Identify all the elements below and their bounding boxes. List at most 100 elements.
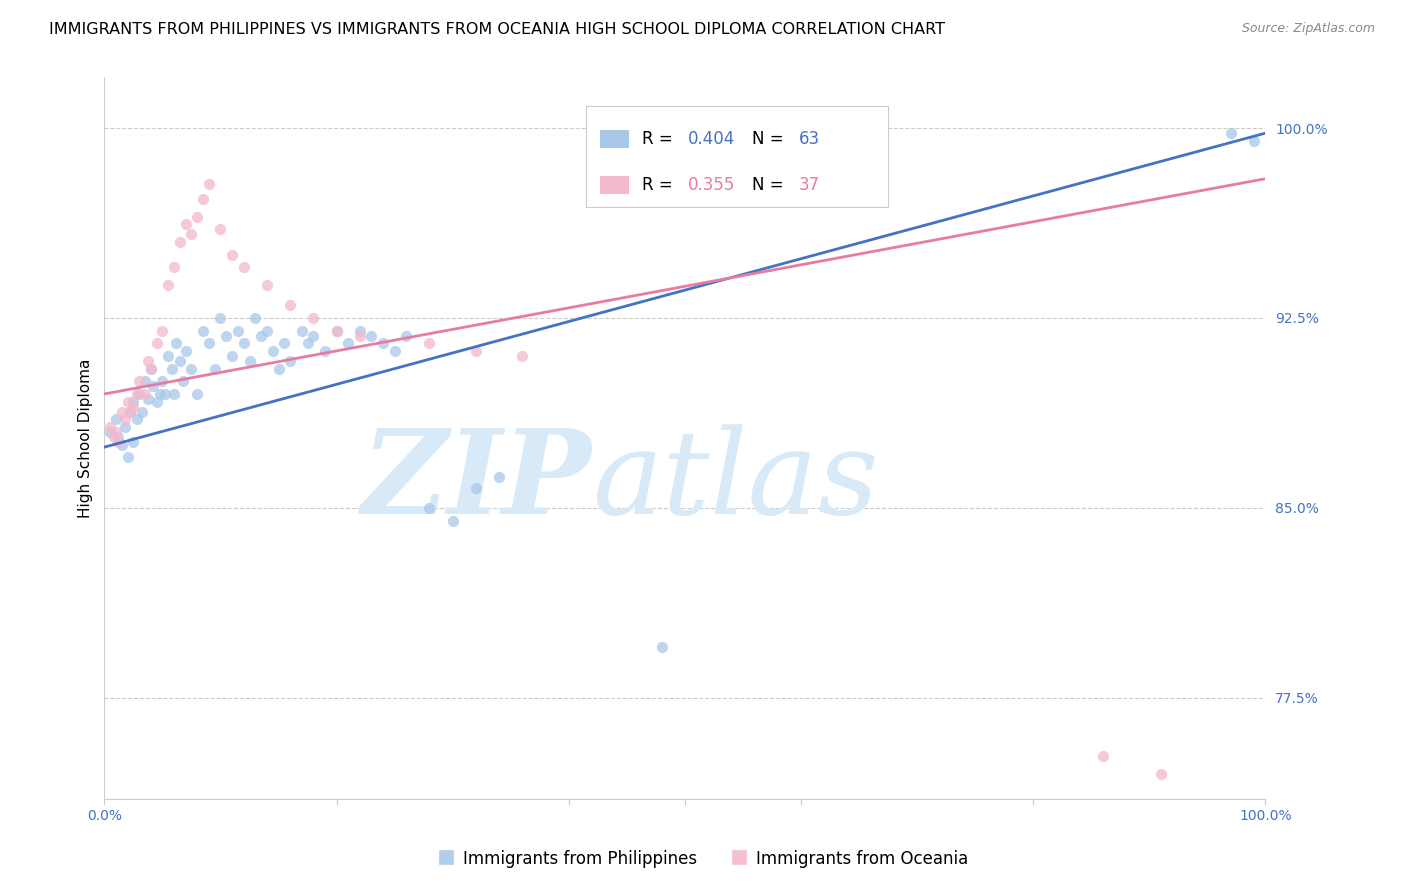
Point — [111, 405, 134, 419]
Point — [302, 310, 325, 325]
Point — [204, 361, 226, 376]
Point — [1219, 126, 1241, 140]
Point — [122, 400, 145, 414]
Point — [441, 514, 464, 528]
FancyBboxPatch shape — [600, 129, 628, 148]
Point — [138, 354, 160, 368]
Point — [118, 405, 141, 419]
Point — [198, 177, 221, 191]
Point — [157, 278, 180, 293]
Point — [215, 328, 238, 343]
Point — [169, 235, 191, 249]
Point — [464, 481, 486, 495]
Point — [122, 394, 145, 409]
Point — [114, 420, 136, 434]
Point — [209, 310, 232, 325]
Point — [145, 336, 167, 351]
Point — [325, 324, 347, 338]
Text: 37: 37 — [799, 176, 820, 194]
Point — [267, 361, 290, 376]
Point — [145, 394, 167, 409]
Point — [349, 324, 371, 338]
FancyBboxPatch shape — [600, 176, 628, 194]
Point — [98, 425, 121, 439]
Text: ZIP: ZIP — [361, 424, 592, 539]
Point — [1091, 749, 1114, 764]
Point — [360, 328, 382, 343]
Point — [337, 336, 360, 351]
Point — [238, 354, 260, 368]
Point — [152, 324, 174, 338]
Point — [245, 310, 267, 325]
Point — [221, 349, 243, 363]
Point — [651, 640, 673, 654]
Point — [128, 374, 150, 388]
Point — [111, 437, 134, 451]
Point — [118, 405, 141, 419]
Point — [98, 420, 121, 434]
Y-axis label: High School Diploma: High School Diploma — [79, 359, 93, 518]
Point — [122, 435, 145, 450]
Point — [256, 278, 278, 293]
Point — [174, 217, 197, 231]
Point — [1150, 766, 1173, 780]
Text: atlas: atlas — [592, 425, 879, 539]
Point — [371, 336, 394, 351]
Text: R =: R = — [643, 129, 678, 148]
Point — [226, 324, 249, 338]
Point — [1243, 134, 1265, 148]
Point — [186, 210, 208, 224]
Point — [278, 354, 301, 368]
Point — [104, 412, 127, 426]
Point — [186, 387, 208, 401]
Point — [418, 336, 440, 351]
Point — [221, 248, 243, 262]
Point — [209, 222, 232, 236]
Point — [117, 394, 139, 409]
Point — [418, 500, 440, 515]
Point — [114, 412, 136, 426]
Point — [139, 361, 162, 376]
Point — [165, 336, 187, 351]
Point — [128, 387, 150, 401]
Point — [103, 430, 125, 444]
Point — [149, 387, 172, 401]
Point — [262, 343, 284, 358]
Point — [464, 343, 486, 358]
Point — [395, 328, 418, 343]
Text: 0.355: 0.355 — [689, 176, 735, 194]
Point — [198, 336, 221, 351]
Point — [180, 227, 202, 242]
Point — [232, 260, 254, 275]
Point — [142, 379, 165, 393]
Point — [117, 450, 139, 465]
Point — [488, 470, 510, 484]
Point — [325, 324, 347, 338]
Point — [191, 324, 214, 338]
Point — [314, 343, 336, 358]
Point — [172, 374, 194, 388]
Point — [160, 361, 183, 376]
Point — [163, 260, 186, 275]
Point — [138, 392, 160, 406]
Point — [152, 374, 174, 388]
Point — [349, 328, 371, 343]
Text: Source: ZipAtlas.com: Source: ZipAtlas.com — [1241, 22, 1375, 36]
Point — [174, 343, 197, 358]
Point — [273, 336, 295, 351]
Point — [134, 374, 156, 388]
Text: R =: R = — [643, 176, 678, 194]
Point — [163, 387, 186, 401]
Text: N =: N = — [752, 129, 789, 148]
Point — [104, 425, 127, 439]
Legend: Immigrants from Philippines, Immigrants from Oceania: Immigrants from Philippines, Immigrants … — [432, 844, 974, 875]
Point — [512, 349, 534, 363]
Point — [278, 298, 301, 312]
Text: N =: N = — [752, 176, 789, 194]
Point — [107, 430, 129, 444]
Point — [232, 336, 254, 351]
Point — [384, 343, 406, 358]
Point — [191, 192, 214, 206]
Text: 0.404: 0.404 — [689, 129, 735, 148]
Point — [256, 324, 278, 338]
